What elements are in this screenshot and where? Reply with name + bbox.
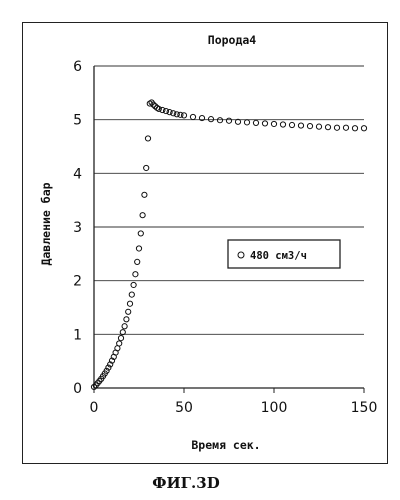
legend-label: 480 см3/ч: [250, 250, 307, 262]
data-point: [217, 118, 222, 123]
data-point: [131, 282, 136, 287]
data-point: [253, 120, 258, 125]
data-point: [352, 126, 357, 131]
data-point: [343, 125, 348, 130]
data-point: [133, 272, 138, 277]
legend: 480 см3/ч: [228, 240, 340, 268]
data-point: [208, 117, 213, 122]
data-point: [171, 111, 176, 116]
data-point: [117, 341, 122, 346]
y-tick-label: 2: [73, 274, 82, 290]
data-point: [244, 120, 249, 125]
data-point: [144, 165, 149, 170]
y-tick-label: 6: [73, 59, 82, 75]
y-tick-label: 5: [73, 113, 82, 129]
data-point: [127, 301, 132, 306]
figure-caption: ФИГ.3D: [152, 474, 219, 492]
data-point: [167, 110, 172, 115]
x-tick-label: 0: [90, 400, 99, 416]
y-tick-label: 0: [73, 381, 82, 397]
data-point: [307, 124, 312, 129]
data-point: [181, 113, 186, 118]
data-point: [226, 118, 231, 123]
y-tick-label: 1: [73, 327, 82, 343]
data-point: [122, 324, 127, 329]
data-point: [118, 335, 123, 340]
data-point: [271, 121, 276, 126]
data-point: [142, 192, 147, 197]
data-point: [145, 136, 150, 141]
x-tick-label: 50: [175, 400, 193, 416]
data-point: [140, 213, 145, 218]
y-tick-label: 3: [73, 220, 82, 236]
chart-title: Порода4: [208, 33, 257, 47]
x-axis-label: Время сек.: [191, 438, 260, 452]
data-point: [316, 124, 321, 129]
x-tick-label: 150: [351, 400, 378, 416]
y-axis-ticks: 0 1 2 3 4 5 6: [73, 59, 82, 397]
data-point: [163, 108, 168, 113]
y-tick-label: 4: [73, 166, 82, 182]
x-axis-ticks: 0 50 100 150: [90, 388, 378, 416]
data-point: [138, 231, 143, 236]
data-point: [289, 122, 294, 127]
data-point: [190, 114, 195, 119]
data-point: [280, 122, 285, 127]
x-tick-label: 100: [261, 400, 288, 416]
data-point: [325, 125, 330, 130]
data-point: [126, 309, 131, 314]
data-point: [156, 106, 161, 111]
data-point: [334, 125, 339, 130]
data-point: [361, 126, 366, 131]
data-point: [262, 121, 267, 126]
y-axis-label: Давление бар: [39, 182, 53, 265]
data-point: [124, 317, 129, 322]
data-point: [160, 107, 165, 112]
data-point: [298, 123, 303, 128]
data-point: [135, 259, 140, 264]
data-point: [136, 246, 141, 251]
data-point: [129, 292, 134, 297]
